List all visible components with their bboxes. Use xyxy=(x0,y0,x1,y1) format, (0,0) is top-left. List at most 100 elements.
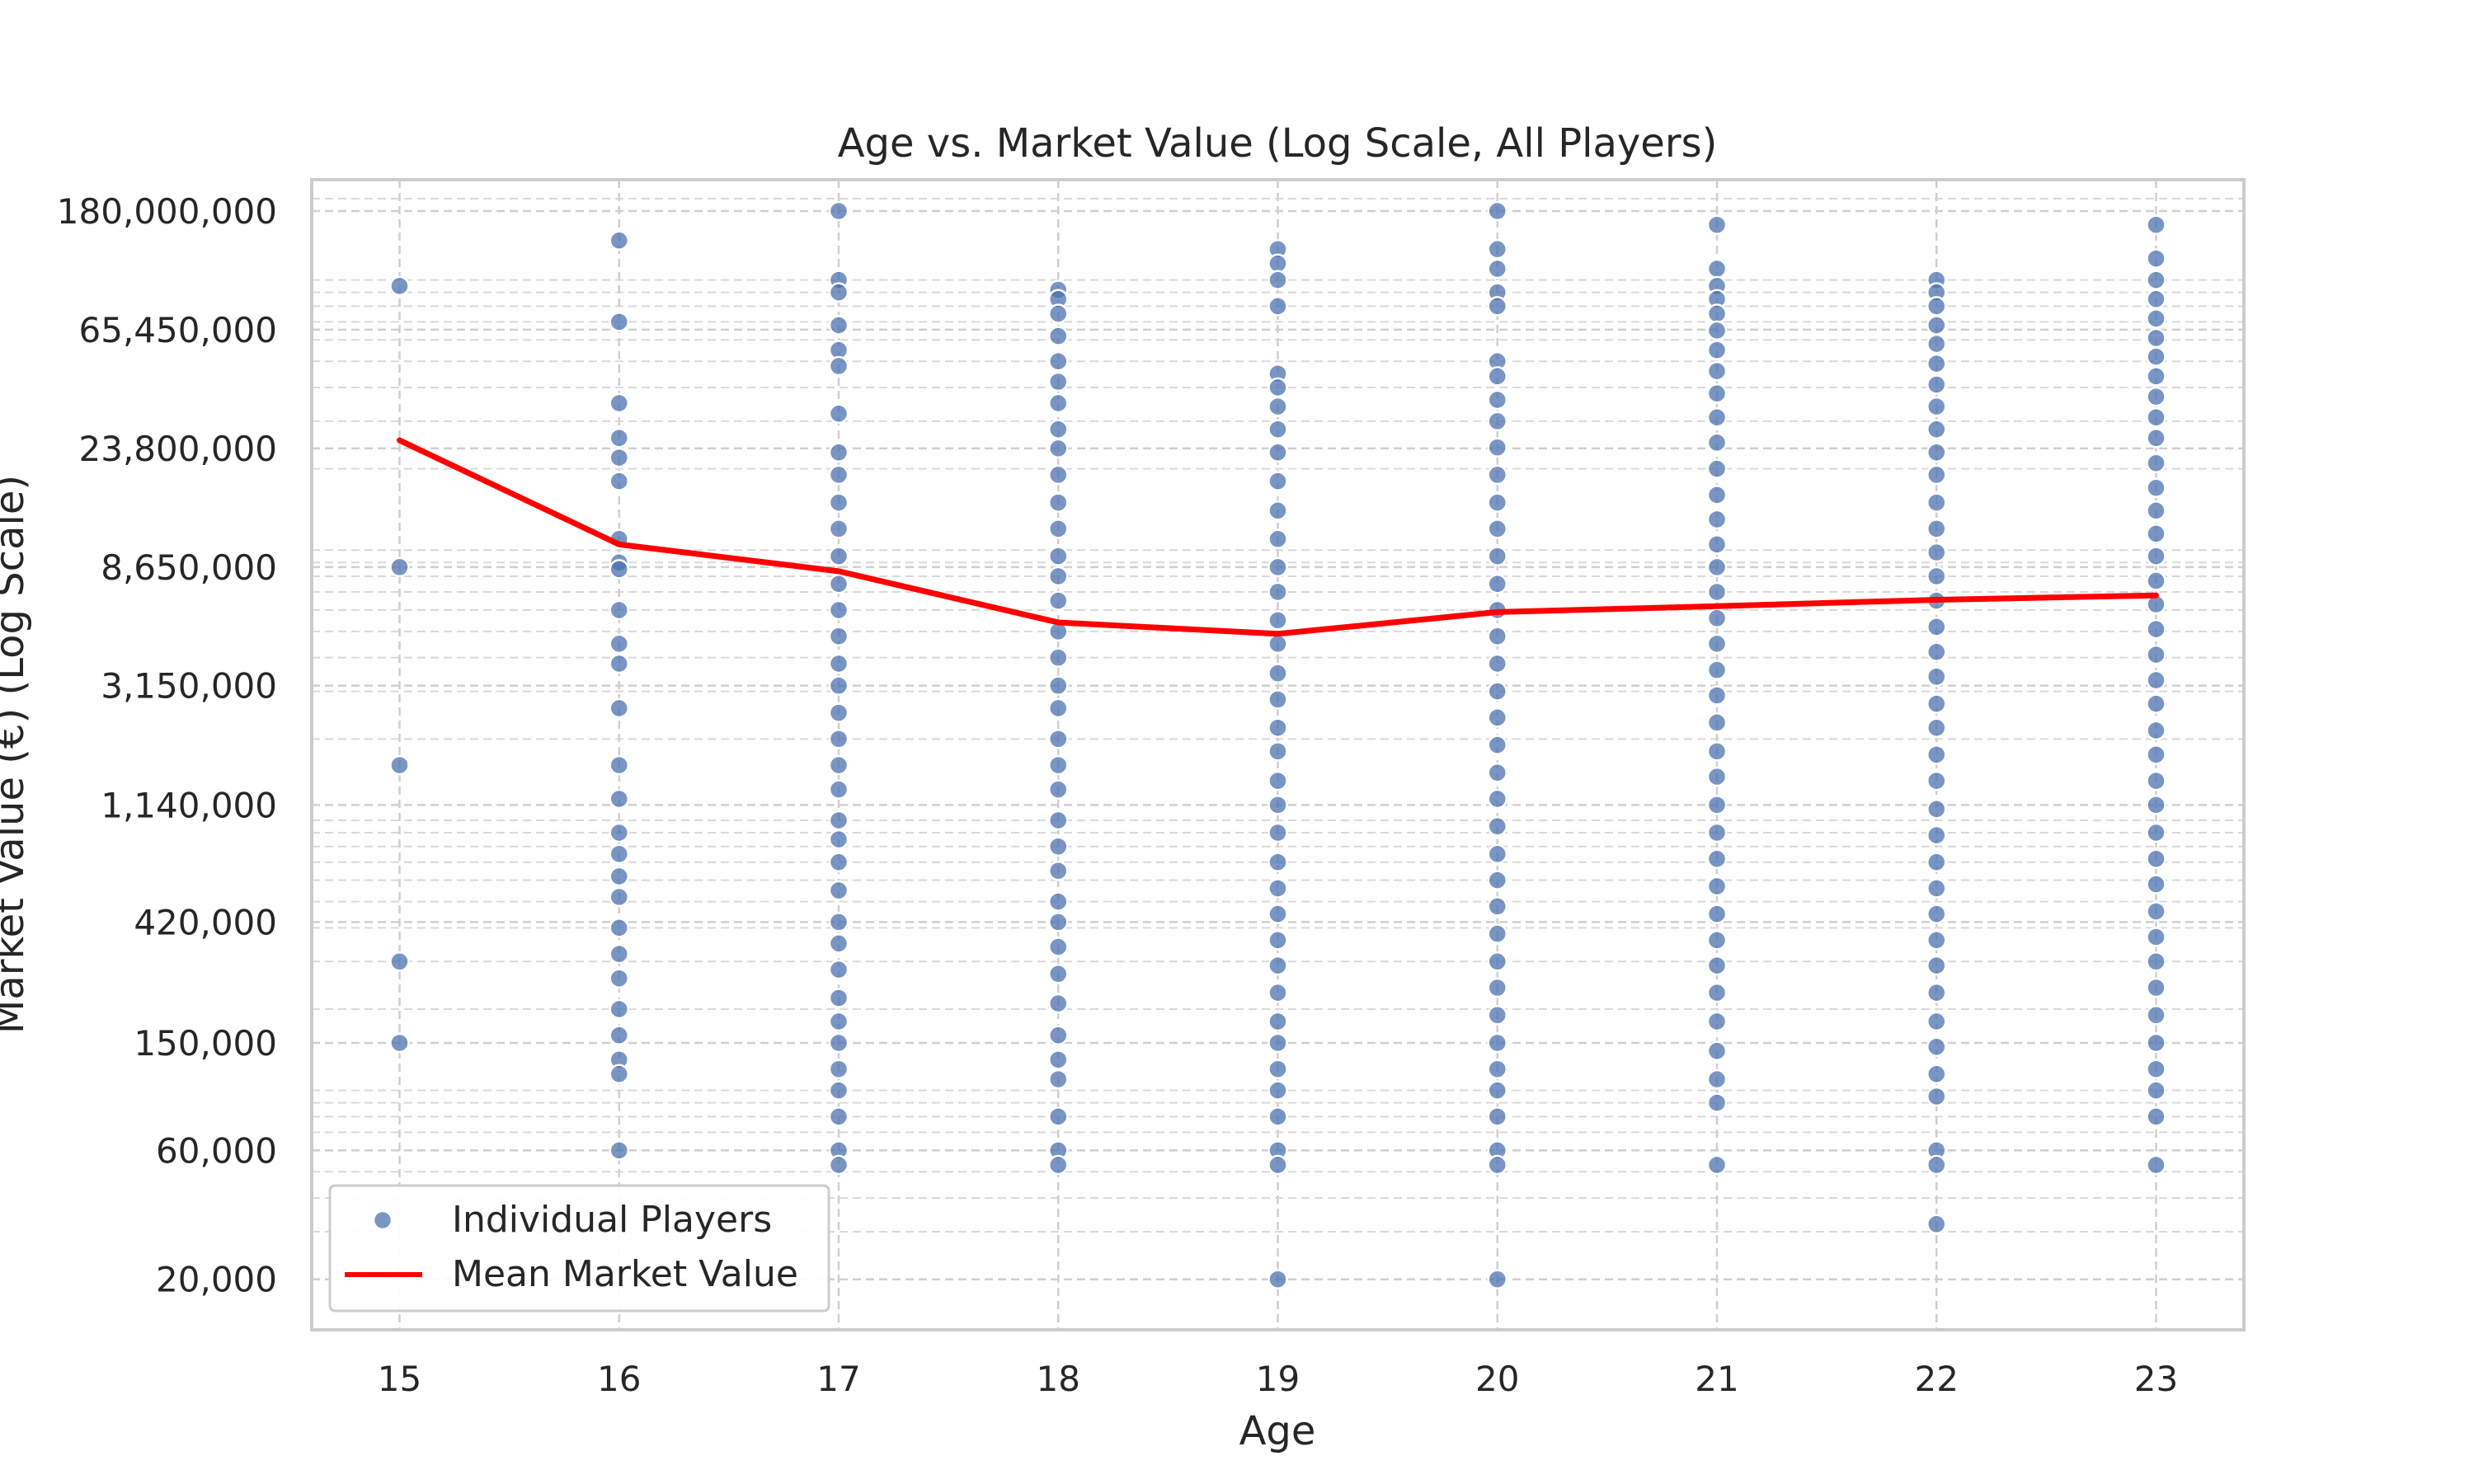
player-point xyxy=(1487,923,1507,944)
player-point xyxy=(1706,660,1728,680)
player-point xyxy=(1487,519,1507,539)
player-point xyxy=(1048,464,1069,486)
player-point xyxy=(1048,993,1069,1014)
player-point xyxy=(1048,546,1069,566)
player-point xyxy=(1268,955,1288,976)
player-point xyxy=(1706,822,1728,843)
player-point xyxy=(609,599,629,621)
chart-title: Age vs. Market Value (Log Scale, All Pla… xyxy=(838,120,1718,167)
player-point xyxy=(1926,1086,1947,1107)
player-point xyxy=(1268,1032,1288,1054)
player-point xyxy=(609,822,629,843)
player-point xyxy=(1487,389,1507,411)
player-point xyxy=(1268,904,1288,924)
player-point xyxy=(609,886,629,908)
player-point xyxy=(1926,1011,1947,1032)
player-point xyxy=(1926,666,1947,688)
player-point xyxy=(1048,810,1069,831)
player-point xyxy=(2146,669,2166,691)
player-point xyxy=(1926,1214,1947,1235)
player-point xyxy=(1926,442,1947,463)
player-point xyxy=(828,442,849,463)
player-point xyxy=(1706,955,1728,976)
player-point xyxy=(1048,350,1069,372)
player-point xyxy=(609,968,629,989)
player-point xyxy=(609,559,629,580)
player-point xyxy=(389,951,410,972)
player-point xyxy=(828,403,849,424)
player-point xyxy=(2146,327,2166,349)
player-point xyxy=(1048,1068,1069,1090)
player-point xyxy=(1706,383,1728,404)
player-point xyxy=(1487,1059,1507,1079)
player-point xyxy=(828,880,849,901)
player-point xyxy=(609,312,629,332)
player-point xyxy=(2146,428,2166,448)
player-point xyxy=(1926,374,1947,395)
player-point xyxy=(1487,546,1507,566)
player-point xyxy=(2146,744,2166,765)
player-point xyxy=(828,492,849,513)
player-point xyxy=(1268,500,1288,521)
player-point xyxy=(1048,1050,1069,1070)
player-point xyxy=(2146,546,2166,566)
player-point xyxy=(389,754,410,776)
player-point xyxy=(609,1064,629,1085)
player-point xyxy=(2146,874,2166,895)
player-point xyxy=(1048,1154,1069,1176)
player-point xyxy=(1487,1032,1507,1054)
player-point xyxy=(1926,542,1947,563)
x-tick-label: 22 xyxy=(1915,1359,1959,1399)
player-point xyxy=(1926,353,1947,374)
player-point xyxy=(1268,471,1288,491)
player-point xyxy=(2146,477,2166,499)
player-point xyxy=(828,1154,849,1176)
player-point xyxy=(1048,937,1069,957)
player-point xyxy=(1926,1064,1947,1085)
player-point xyxy=(1268,556,1288,578)
player-point xyxy=(1926,930,1947,951)
player-point xyxy=(2146,644,2166,665)
player-point xyxy=(1487,437,1507,458)
player-point xyxy=(1926,419,1947,440)
player-point xyxy=(1048,912,1069,932)
player-point xyxy=(1487,1005,1507,1026)
player-point xyxy=(828,546,849,566)
player-point xyxy=(1926,799,1947,819)
player-point xyxy=(1487,977,1507,998)
player-point xyxy=(1048,891,1069,912)
player-point xyxy=(828,702,849,723)
player-point xyxy=(1706,930,1728,951)
player-point xyxy=(2146,571,2166,591)
player-point xyxy=(1706,214,1728,235)
player-point xyxy=(1706,904,1728,924)
player-point xyxy=(1926,717,1947,739)
player-point xyxy=(389,275,410,297)
player-point xyxy=(1048,438,1069,459)
player-point xyxy=(2146,1106,2166,1127)
player-point xyxy=(609,653,629,674)
player-point xyxy=(828,355,849,377)
y-tick-label: 60,000 xyxy=(156,1130,277,1171)
player-point xyxy=(1268,878,1288,899)
player-point xyxy=(1487,626,1507,646)
y-tick-label: 20,000 xyxy=(156,1260,277,1300)
player-point xyxy=(1268,419,1288,440)
player-point xyxy=(828,464,849,486)
player-point xyxy=(828,829,849,850)
x-tick-label: 20 xyxy=(1475,1359,1519,1399)
player-point xyxy=(389,1032,410,1054)
player-point xyxy=(1048,519,1069,539)
player-point xyxy=(1048,326,1069,346)
player-point xyxy=(1706,1154,1728,1176)
player-point xyxy=(828,1106,849,1127)
y-tick-label: 23,800,000 xyxy=(79,429,277,469)
player-point xyxy=(1706,534,1728,555)
player-point xyxy=(1706,320,1728,341)
player-point xyxy=(1926,566,1947,587)
player-point xyxy=(609,788,629,810)
player-point xyxy=(1926,982,1947,1003)
player-point xyxy=(2146,618,2166,640)
player-point xyxy=(828,1032,849,1054)
player-point xyxy=(1268,610,1288,631)
